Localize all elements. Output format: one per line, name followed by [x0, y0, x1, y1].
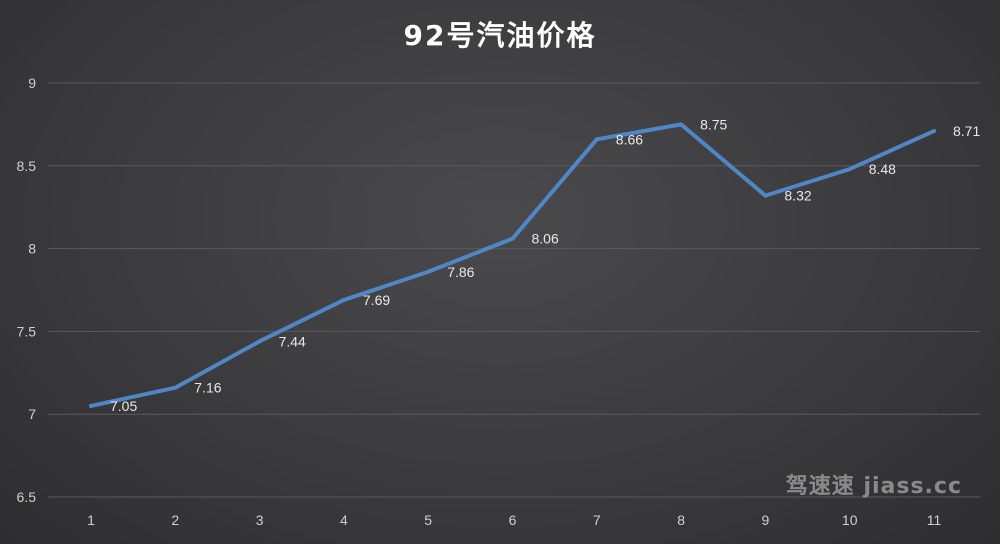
series-line-path — [89, 122, 936, 408]
data-label: 7.69 — [363, 292, 390, 308]
series-line — [89, 122, 936, 408]
x-tick-label: 10 — [842, 512, 858, 528]
data-point — [679, 122, 684, 127]
y-axis-ticks: 6.5 7 7.5 8 8.5 9 — [17, 75, 37, 505]
y-tick-label: 8.5 — [17, 158, 37, 174]
x-tick-label: 4 — [340, 512, 348, 528]
data-label: 8.32 — [784, 188, 811, 204]
y-tick-label: 7 — [28, 406, 36, 422]
data-point — [763, 193, 768, 198]
y-tick-label: 9 — [28, 75, 36, 91]
data-label: 8.71 — [953, 123, 980, 139]
x-tick-label: 9 — [762, 512, 770, 528]
data-label: 7.05 — [110, 398, 137, 414]
data-point — [173, 385, 178, 390]
data-label: 7.44 — [279, 333, 306, 349]
x-tick-label: 8 — [677, 512, 685, 528]
x-tick-label: 6 — [509, 512, 517, 528]
data-label: 7.16 — [194, 380, 221, 396]
data-point — [341, 297, 346, 302]
x-tick-label: 7 — [593, 512, 601, 528]
data-label: 8.75 — [700, 116, 727, 132]
data-label: 8.06 — [532, 231, 559, 247]
x-tick-label: 3 — [256, 512, 264, 528]
data-point — [89, 403, 93, 408]
data-point — [426, 269, 431, 274]
data-point — [510, 236, 515, 241]
data-point — [847, 167, 852, 172]
x-tick-label: 11 — [927, 512, 942, 528]
data-labels: 7.05 7.16 7.44 7.69 7.86 8.06 8.66 8.75 8.32 8.48… — [110, 116, 980, 414]
data-point — [932, 129, 936, 134]
x-tick-label: 5 — [424, 512, 432, 528]
gridlines — [48, 82, 980, 498]
y-tick-label: 7.5 — [17, 323, 37, 339]
data-point — [257, 339, 262, 344]
x-axis-ticks: 1 2 3 4 5 6 7 8 9 10 11 — [87, 512, 941, 528]
watermark: 驾速速 jiass.cc — [785, 474, 962, 499]
x-tick-label: 1 — [87, 512, 95, 528]
y-tick-label: 6.5 — [17, 489, 37, 505]
data-label: 8.66 — [616, 131, 643, 147]
data-point — [594, 137, 599, 142]
data-label: 7.86 — [447, 264, 474, 280]
y-tick-label: 8 — [28, 241, 36, 257]
x-tick-label: 2 — [171, 512, 179, 528]
data-points — [89, 122, 936, 408]
chart-title: 92号汽油价格 — [403, 19, 597, 52]
data-label: 8.48 — [869, 161, 896, 177]
